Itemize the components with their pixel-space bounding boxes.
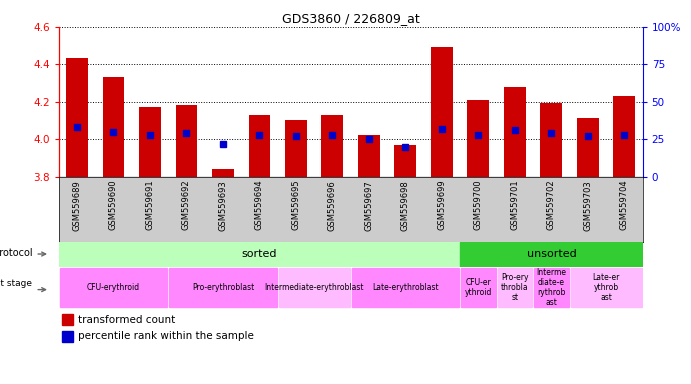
Bar [62, 331, 73, 342]
Text: sorted: sorted [242, 249, 277, 259]
Text: GSM559695: GSM559695 [292, 180, 301, 230]
Text: Late-er
ythrob
ast: Late-er ythrob ast [592, 273, 620, 302]
Text: GSM559693: GSM559693 [218, 180, 227, 230]
Bar [212, 169, 234, 177]
Text: GSM559704: GSM559704 [620, 180, 629, 230]
Text: GSM559703: GSM559703 [583, 180, 592, 230]
Bar [358, 135, 380, 177]
Text: GSM559691: GSM559691 [146, 180, 155, 230]
Text: GSM559694: GSM559694 [255, 180, 264, 230]
Text: unsorted: unsorted [527, 249, 576, 259]
Bar [66, 58, 88, 177]
Text: percentile rank within the sample: percentile rank within the sample [78, 331, 254, 341]
Text: GSM559701: GSM559701 [511, 180, 520, 230]
Text: Late-erythroblast: Late-erythroblast [372, 283, 439, 292]
Bar [467, 99, 489, 177]
Bar [249, 115, 270, 177]
Bar [504, 86, 526, 177]
Text: development stage: development stage [0, 279, 32, 288]
Bar [534, 268, 569, 307]
Bar [540, 103, 562, 177]
Bar [614, 96, 635, 177]
Text: GSM559699: GSM559699 [437, 180, 446, 230]
Bar [62, 314, 73, 325]
Text: GSM559700: GSM559700 [474, 180, 483, 230]
Text: GSM559698: GSM559698 [401, 180, 410, 230]
Text: GSM559690: GSM559690 [109, 180, 118, 230]
Text: Interme
diate-e
rythrob
ast: Interme diate-e rythrob ast [536, 268, 567, 306]
Title: GDS3860 / 226809_at: GDS3860 / 226809_at [282, 12, 419, 25]
Text: protocol: protocol [0, 248, 32, 258]
Text: GSM559692: GSM559692 [182, 180, 191, 230]
Bar [102, 77, 124, 177]
Text: CFU-er
ythroid: CFU-er ythroid [465, 278, 492, 297]
Bar [285, 120, 307, 177]
Bar [462, 268, 495, 307]
Text: GSM559696: GSM559696 [328, 180, 337, 230]
Bar [395, 145, 417, 177]
Bar [431, 47, 453, 177]
Text: transformed count: transformed count [78, 314, 176, 324]
Text: GSM559702: GSM559702 [547, 180, 556, 230]
Bar [278, 268, 350, 307]
Bar [60, 268, 167, 307]
Bar [460, 242, 643, 266]
Bar [571, 268, 641, 307]
Bar [498, 268, 532, 307]
Text: GSM559689: GSM559689 [73, 180, 82, 230]
Text: Pro-ery
throbla
st: Pro-ery throbla st [501, 273, 529, 302]
Bar [577, 118, 599, 177]
Text: GSM559697: GSM559697 [364, 180, 373, 230]
Text: CFU-erythroid: CFU-erythroid [87, 283, 140, 292]
Text: Pro-erythroblast: Pro-erythroblast [192, 283, 254, 292]
Text: Intermediate-erythroblast: Intermediate-erythroblast [265, 283, 364, 292]
Bar [321, 115, 343, 177]
Bar [176, 105, 198, 177]
Bar [59, 242, 460, 266]
Bar [352, 268, 459, 307]
Bar [139, 107, 161, 177]
Bar [169, 268, 276, 307]
